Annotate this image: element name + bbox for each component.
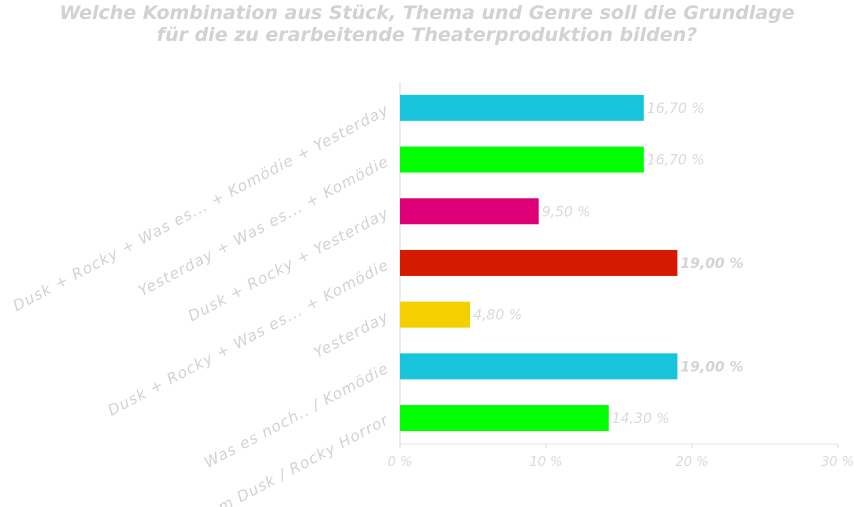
chart-title: Welche Kombination aus Stück, Thema und … xyxy=(0,2,854,46)
category-label: Yesterday xyxy=(311,307,392,362)
x-tick-label: 20 % xyxy=(675,455,708,470)
category-label: Was es noch.. / Komödie xyxy=(201,359,392,472)
data-label: 4,80 % xyxy=(473,308,522,324)
x-tick-label: 0 % xyxy=(388,455,413,470)
data-label: 16,70 % xyxy=(647,101,705,117)
data-label: 19,00 % xyxy=(680,359,743,375)
data-label: 9,50 % xyxy=(542,204,591,220)
x-tick-label: 10 % xyxy=(529,455,562,470)
bar xyxy=(400,94,644,121)
bar xyxy=(400,301,471,328)
chart-title-line-2: für die zu erarbeitende Theaterproduktio… xyxy=(156,24,698,46)
data-label: 16,70 % xyxy=(647,153,705,169)
bar xyxy=(400,198,539,225)
bar xyxy=(400,405,609,432)
bar xyxy=(400,146,644,173)
bar xyxy=(400,249,678,276)
data-label: 14,30 % xyxy=(612,411,670,427)
x-tick-label: 30 % xyxy=(821,455,854,470)
bar xyxy=(400,353,678,380)
data-label: 19,00 % xyxy=(680,256,743,272)
chart-title-line-1: Welche Kombination aus Stück, Thema und … xyxy=(59,2,795,24)
